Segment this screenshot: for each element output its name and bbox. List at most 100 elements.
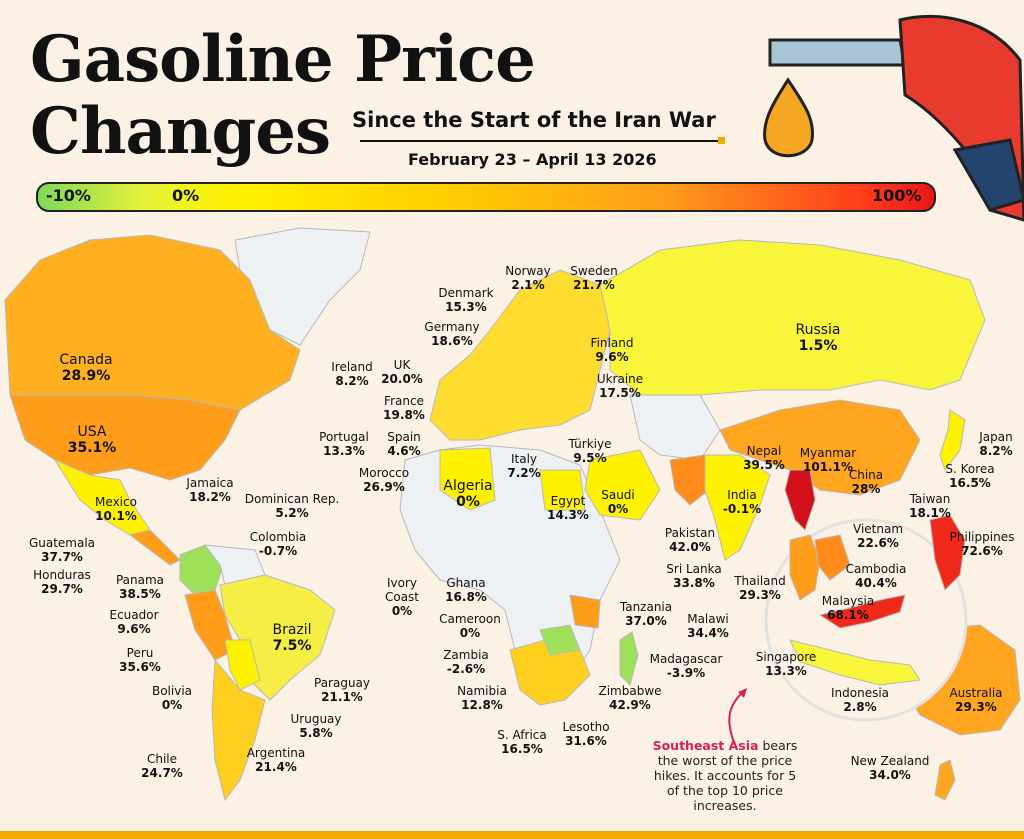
label-indonesia: Indonesia 2.8% [830, 686, 890, 714]
label-turkiye: Türkiye 9.5% [568, 437, 612, 465]
southeast-asia-note: Southeast Asia bears the worst of the pr… [650, 738, 800, 813]
region-pakistan [669, 454, 716, 506]
label-madagascar: Madagascar -3.9% [649, 652, 723, 680]
label-nepal: Nepal 39.5% [743, 444, 785, 472]
page-title-line1: Gasoline Price [30, 22, 536, 97]
region-egypt [539, 469, 586, 511]
label-india: India -0.1% [722, 488, 762, 516]
label-zambia: Zambia -2.6% [443, 648, 489, 676]
subtitle-dot [718, 137, 725, 144]
region-new-zealand [934, 759, 956, 801]
label-china: China 28% [848, 468, 884, 496]
label-cameroon: Cameroon 0% [439, 612, 501, 640]
label-malaysia: Malaysia 68.1% [821, 594, 875, 622]
note-text: bears the worst of the price hikes. It a… [653, 738, 798, 813]
note-highlight: Southeast Asia [652, 738, 759, 753]
region-usa [9, 394, 241, 481]
label-ivory-coast: Ivory Coast 0% [384, 576, 420, 618]
label-thailand: Thailand 29.3% [734, 574, 786, 602]
region-india [704, 454, 771, 561]
label-malawi: Malawi 34.4% [687, 612, 729, 640]
page-title-line2: Changes [30, 94, 331, 169]
label-philippines: Philippines 72.6% [949, 530, 1015, 558]
label-italy: Italy 7.2% [507, 452, 541, 480]
label-portugal: Portugal 13.3% [319, 430, 369, 458]
bottom-accent-bar [0, 831, 1024, 839]
region-sea-cambodia [814, 534, 851, 581]
label-mexico: Mexico 10.1% [95, 495, 137, 523]
label-uk: UK 20.0% [381, 358, 423, 386]
label-bolivia: Bolivia 0% [151, 684, 193, 712]
label-new-zealand: New Zealand 34.0% [850, 754, 930, 782]
label-denmark: Denmark 15.3% [438, 286, 494, 314]
label-norway: Norway 2.1% [505, 264, 551, 292]
label-namibia: Namibia 12.8% [457, 684, 507, 712]
label-canada: Canada 28.9% [59, 352, 113, 384]
label-france: France 19.8% [383, 394, 425, 422]
region-bolivia [224, 639, 261, 691]
label-japan: Japan 8.2% [979, 430, 1013, 458]
label-colombia: Colombia -0.7% [249, 530, 307, 558]
label-russia: Russia 1.5% [795, 322, 841, 354]
date-range: February 23 – April 13 2026 [408, 150, 657, 169]
label-australia: Australia 29.3% [949, 686, 1003, 714]
region-china [719, 399, 921, 496]
label-panama: Panama 38.5% [115, 573, 165, 601]
label-tanzania: Tanzania 37.0% [619, 600, 673, 628]
label-zimbabwe: Zimbabwe 42.9% [598, 684, 662, 712]
label-argentina: Argentina 21.4% [246, 746, 306, 774]
region-argentina [211, 658, 266, 802]
label-germany: Germany 18.6% [424, 320, 480, 348]
label-pakistan: Pakistan 42.0% [664, 526, 716, 554]
label-dominican-rep: Dominican Rep. 5.2% [244, 492, 340, 520]
label-vietnam: Vietnam 22.6% [852, 522, 904, 550]
region-russia [599, 239, 986, 396]
region-madagascar [619, 631, 639, 686]
label-honduras: Honduras 29.7% [33, 568, 91, 596]
legend-color-bar [36, 182, 936, 212]
region-algeria [439, 447, 496, 511]
region-middle-east [584, 449, 661, 521]
fuel-drop-icon [763, 77, 815, 158]
subtitle-rule [360, 140, 720, 142]
label-algeria: Algeria 0% [443, 478, 493, 510]
region-central-asia [629, 394, 721, 461]
region-myanmar [784, 469, 816, 531]
region-sea-malaysia [818, 594, 906, 629]
label-usa: USA 35.1% [67, 424, 117, 456]
region-zambia [539, 624, 581, 656]
region-sea-indonesia [789, 639, 921, 686]
label-singapore: Singapore 13.3% [755, 650, 817, 678]
fuel-nozzle-icon [768, 14, 1024, 222]
arrow-icon [728, 689, 746, 746]
label-sweden: Sweden 21.7% [570, 264, 618, 292]
subtitle: Since the Start of the Iran War [352, 108, 716, 132]
label-uruguay: Uruguay 5.8% [290, 712, 342, 740]
label-lesotho: Lesotho 31.6% [562, 720, 610, 748]
label-guatemala: Guatemala 37.7% [28, 536, 96, 564]
legend-max-label: 100% [872, 186, 922, 205]
label-ireland: Ireland 8.2% [331, 360, 373, 388]
region-sea-philippines [929, 514, 966, 591]
region-japan [939, 409, 966, 472]
label-ukraine: Ukraine 17.5% [596, 372, 644, 400]
label-jamaica: Jamaica 18.2% [186, 476, 234, 504]
label-cambodia: Cambodia 40.4% [845, 562, 907, 590]
region-central-america [128, 529, 181, 566]
label-brazil: Brazil 7.5% [272, 622, 312, 654]
label-spain: Spain 4.6% [387, 430, 421, 458]
label-paraguay: Paraguay 21.1% [313, 676, 371, 704]
label-s-africa: S. Africa 16.5% [497, 728, 547, 756]
legend-min-label: -10% [46, 186, 91, 205]
label-s-korea: S. Korea 16.5% [945, 462, 995, 490]
label-peru: Peru 35.6% [119, 646, 161, 674]
label-chile: Chile 24.7% [141, 752, 183, 780]
label-morocco: Morocco 26.9% [358, 466, 410, 494]
region-tanzania [569, 594, 601, 629]
region-sea-thailand [789, 534, 821, 601]
label-ecuador: Ecuador 9.6% [109, 608, 159, 636]
label-ghana: Ghana 16.8% [445, 576, 487, 604]
arrow-head [738, 688, 747, 698]
label-myanmar: Myanmar 101.1% [799, 446, 857, 474]
